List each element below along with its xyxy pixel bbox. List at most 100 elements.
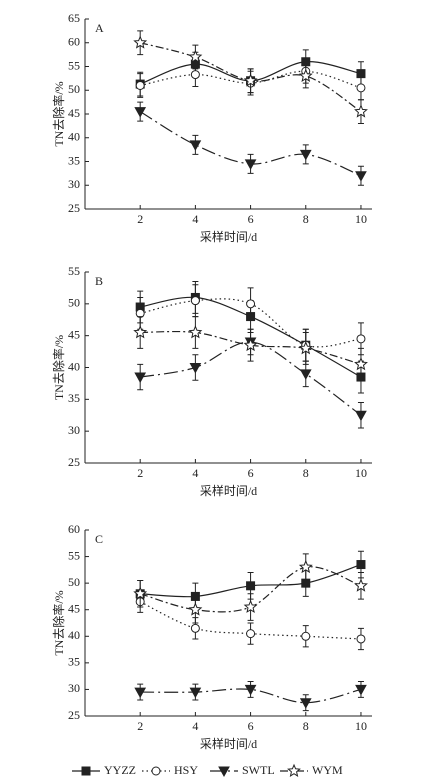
marker [246, 581, 256, 591]
x-axis-label: 采样时间/d [200, 736, 257, 751]
y-tick-label: 65 [68, 11, 80, 25]
marker [133, 586, 148, 600]
y-tick-label: 50 [68, 82, 80, 96]
marker [356, 334, 366, 344]
y-tick-label: 40 [68, 130, 80, 144]
marker [287, 763, 301, 777]
y-tick-label: 60 [68, 522, 80, 536]
marker [190, 70, 200, 80]
marker [218, 766, 230, 778]
y-axis-label: TN去除率/% [51, 335, 66, 400]
x-tick-label: 4 [192, 466, 198, 480]
marker [135, 81, 145, 90]
y-tick-label: 30 [68, 423, 80, 437]
marker [354, 356, 368, 371]
marker [355, 171, 367, 182]
marker [244, 684, 257, 696]
panel-label: B [95, 274, 103, 288]
x-tick-label: 10 [355, 466, 367, 480]
y-tick-label: 60 [68, 35, 80, 49]
series-line [140, 330, 362, 365]
panel-label: C [95, 532, 103, 546]
x-tick-label: 8 [303, 466, 309, 480]
marker [356, 560, 366, 570]
marker [355, 410, 367, 422]
y-tick-label: 50 [68, 575, 80, 589]
marker [244, 159, 257, 170]
marker [356, 634, 366, 644]
marker [134, 107, 147, 118]
marker [133, 35, 148, 49]
marker [356, 83, 366, 93]
marker [134, 372, 147, 384]
x-tick-label: 8 [303, 212, 309, 226]
marker [299, 369, 312, 380]
y-tick-label: 50 [68, 296, 80, 310]
y-tick-label: 35 [68, 391, 80, 405]
x-tick-label: 6 [248, 719, 254, 733]
marker [298, 341, 313, 355]
marker [246, 629, 256, 639]
x-axis-label: 采样时间/d [200, 483, 257, 498]
legend-label: HSY [174, 763, 198, 777]
legend-label: SWTL [242, 763, 275, 777]
x-axis-label: 采样时间/d [200, 229, 257, 244]
x-tick-label: 4 [192, 719, 198, 733]
y-tick-label: 40 [68, 628, 80, 642]
y-tick-label: 45 [68, 327, 80, 341]
marker [354, 578, 368, 592]
y-tick-label: 45 [68, 106, 80, 120]
marker [243, 73, 258, 87]
y-tick-label: 25 [68, 708, 80, 722]
x-tick-label: 6 [248, 212, 254, 226]
marker [299, 698, 312, 709]
marker [298, 68, 313, 82]
marker [190, 296, 200, 306]
marker [151, 766, 161, 776]
y-tick-label: 55 [68, 58, 80, 72]
x-tick-label: 10 [355, 719, 367, 733]
y-axis-label: TN去除率/% [51, 590, 66, 655]
marker [298, 559, 313, 574]
marker [189, 363, 202, 374]
marker [81, 766, 91, 776]
x-tick-label: 8 [303, 719, 309, 733]
marker [243, 337, 258, 352]
y-tick-label: 30 [68, 177, 80, 191]
y-tick-label: 35 [68, 655, 80, 669]
y-tick-label: 35 [68, 153, 80, 167]
x-tick-label: 10 [355, 212, 367, 226]
y-tick-label: 30 [68, 681, 80, 695]
marker [301, 631, 311, 641]
legend-label: WYM [312, 763, 343, 777]
series-line [140, 341, 362, 416]
marker [189, 140, 202, 151]
panel-label: A [95, 21, 104, 35]
y-axis-label: TN去除率/% [51, 81, 66, 146]
marker [188, 602, 203, 616]
y-tick-label: 45 [68, 601, 80, 615]
marker [355, 684, 367, 696]
x-tick-label: 6 [248, 466, 254, 480]
marker [190, 623, 200, 633]
marker [246, 299, 256, 309]
marker [299, 149, 312, 161]
marker [243, 599, 258, 613]
y-tick-label: 55 [68, 548, 80, 562]
marker [188, 49, 203, 63]
x-tick-label: 2 [137, 719, 143, 733]
series-line [139, 601, 361, 640]
legend-label: YYZZ [104, 763, 136, 777]
y-tick-label: 25 [68, 201, 80, 215]
marker [134, 687, 147, 699]
marker [188, 325, 203, 339]
y-tick-label: 40 [68, 359, 80, 373]
x-tick-label: 4 [192, 212, 198, 226]
x-tick-label: 2 [137, 212, 143, 226]
y-tick-label: 25 [68, 455, 80, 469]
series-line [140, 688, 362, 704]
x-tick-label: 2 [137, 466, 143, 480]
y-tick-label: 55 [68, 264, 80, 278]
marker [354, 104, 368, 118]
